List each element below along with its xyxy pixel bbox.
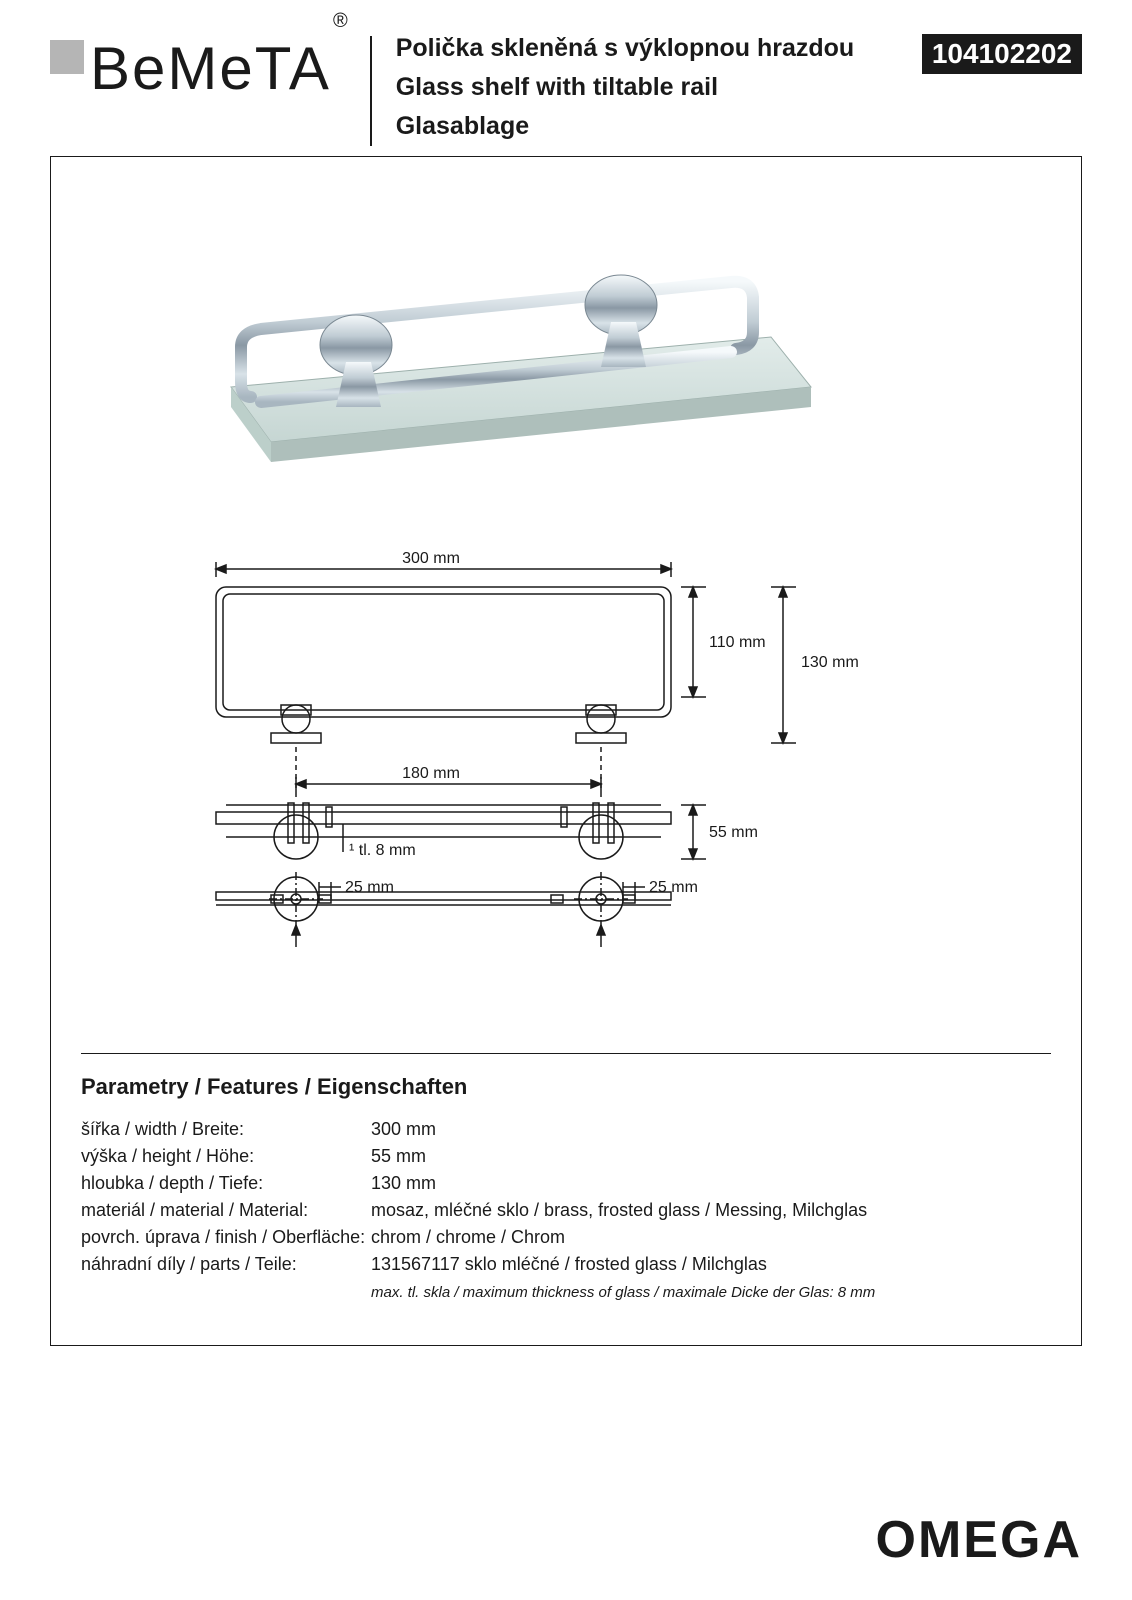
spec-value: 55 mm xyxy=(371,1143,1051,1170)
dim-130: 130 mm xyxy=(801,654,859,671)
spec-value: mosaz, mléčné sklo / brass, frosted glas… xyxy=(371,1197,1051,1224)
spec-parts: náhradní díly / parts / Teile: 131567117… xyxy=(81,1251,1051,1305)
dim-thickness: ¹ tl. 8 mm xyxy=(349,842,416,859)
spec-width: šířka / width / Breite: 300 mm xyxy=(81,1116,1051,1143)
spec-value: 300 mm xyxy=(371,1116,1051,1143)
spec-parts-value: 131567117 sklo mléčné / frosted glass / … xyxy=(371,1254,767,1274)
product-titles: Polička skleněná s výklopnou hrazdou Gla… xyxy=(396,30,898,141)
title-en: Glass shelf with tiltable rail xyxy=(396,73,898,102)
spec-label: povrch. úprava / finish / Oberfläche: xyxy=(81,1224,371,1251)
dim-25-left: 25 mm xyxy=(345,879,394,896)
technical-drawing: 300 mm 110 mm 130 mm xyxy=(131,547,951,987)
spec-material: materiál / material / Material: mosaz, m… xyxy=(81,1197,1051,1224)
spec-label: náhradní díly / parts / Teile: xyxy=(81,1251,371,1305)
features-table: šířka / width / Breite: 300 mm výška / h… xyxy=(81,1116,1051,1305)
spec-value: chrom / chrome / Chrom xyxy=(371,1224,1051,1251)
glass-note: max. tl. skla / maximum thickness of gla… xyxy=(371,1284,875,1301)
dim-180: 180 mm xyxy=(402,765,460,782)
header: BeMeTA® Polička skleněná s výklopnou hra… xyxy=(50,30,1082,146)
spec-value: 131567117 sklo mléčné / frosted glass / … xyxy=(371,1251,1051,1305)
sku-badge: 104102202 xyxy=(922,34,1082,74)
drawing-frame: 300 mm 110 mm 130 mm xyxy=(50,156,1082,1346)
spec-value: 130 mm xyxy=(371,1170,1051,1197)
spec-label: hloubka / depth / Tiefe: xyxy=(81,1170,371,1197)
series-name: OMEGA xyxy=(876,1510,1082,1570)
spec-finish: povrch. úprava / finish / Oberfläche: ch… xyxy=(81,1224,1051,1251)
registered-mark: ® xyxy=(333,10,348,32)
features-heading: Parametry / Features / Eigenschaften xyxy=(81,1074,1051,1100)
dim-300: 300 mm xyxy=(402,550,460,567)
features-divider xyxy=(81,1053,1051,1054)
title-cz: Polička skleněná s výklopnou hrazdou xyxy=(396,34,898,63)
dim-110: 110 mm xyxy=(709,634,766,651)
spec-height: výška / height / Höhe: 55 mm xyxy=(81,1143,1051,1170)
brand-logo: BeMeTA® xyxy=(50,30,346,103)
brand-name: BeMeTA xyxy=(90,35,331,102)
title-de: Glasablage xyxy=(396,112,898,141)
product-photo xyxy=(171,197,851,497)
dim-55: 55 mm xyxy=(709,824,758,841)
header-divider xyxy=(370,36,372,146)
features-block: Parametry / Features / Eigenschaften šíř… xyxy=(81,1053,1051,1305)
spec-label: výška / height / Höhe: xyxy=(81,1143,371,1170)
dim-25-right: 25 mm xyxy=(649,879,698,896)
spec-label: materiál / material / Material: xyxy=(81,1197,371,1224)
spec-label: šířka / width / Breite: xyxy=(81,1116,371,1143)
spec-depth: hloubka / depth / Tiefe: 130 mm xyxy=(81,1170,1051,1197)
logo-mark xyxy=(50,40,84,74)
